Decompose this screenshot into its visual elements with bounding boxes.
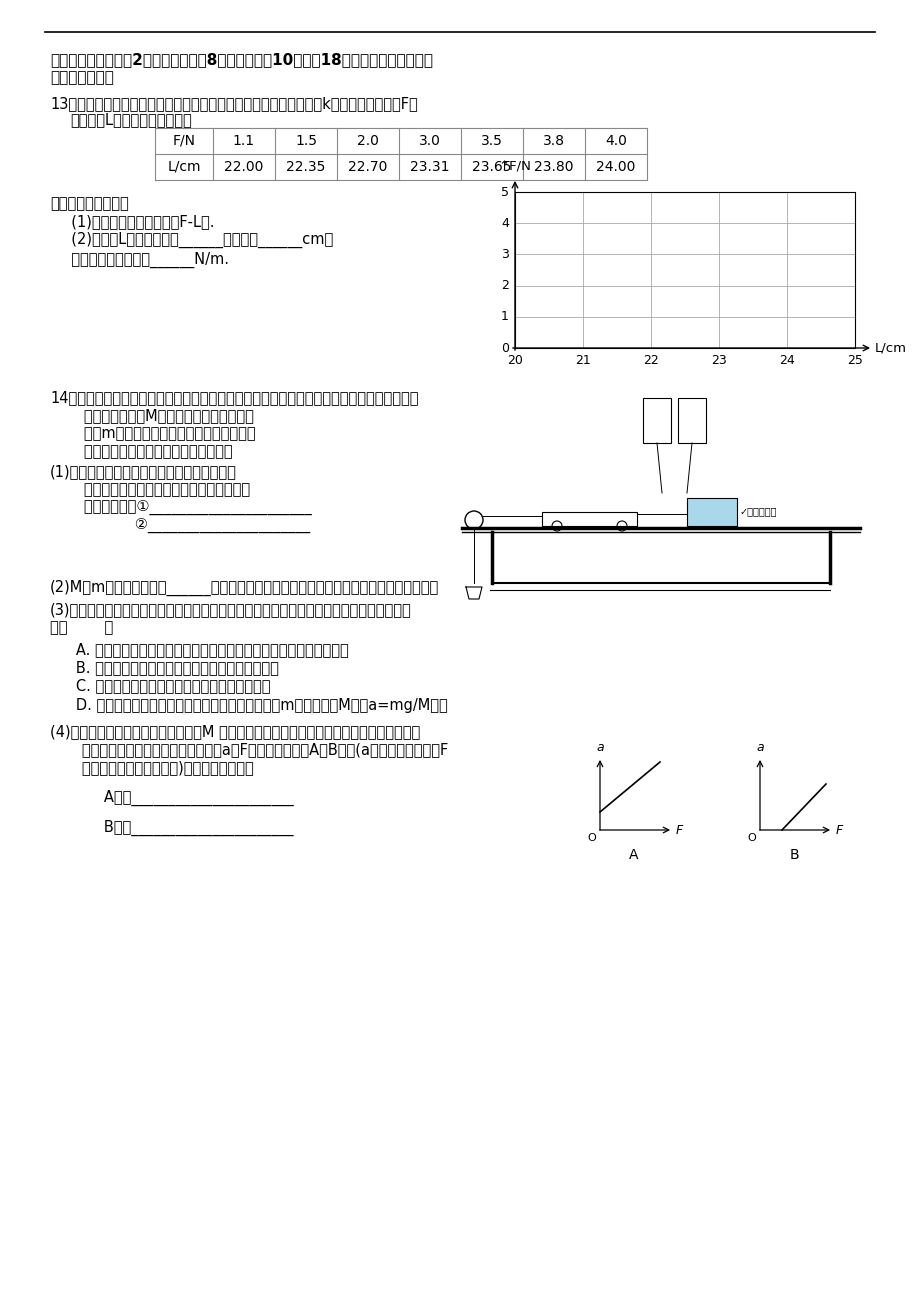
- Text: 二、填空题（本题共2小题，第一小题8分，第二小题10分，共18分。答案填写在答题纸: 二、填空题（本题共2小题，第一小题8分，第二小题10分，共18分。答案填写在答题…: [50, 52, 433, 66]
- Text: 2: 2: [501, 279, 508, 292]
- Text: 0: 0: [501, 341, 508, 354]
- Text: A图：______________________: A图：______________________: [90, 790, 293, 806]
- Text: B图：______________________: B图：______________________: [90, 820, 293, 836]
- Text: F: F: [835, 823, 843, 836]
- Text: 3.5: 3.5: [481, 134, 503, 148]
- Bar: [541, 512, 636, 526]
- Text: 是细线作用于小车的拉力)。其原因分别是：: 是细线作用于小车的拉力)。其原因分别是：: [68, 760, 254, 775]
- Text: 4: 4: [501, 216, 508, 229]
- Text: O: O: [746, 833, 755, 842]
- Text: 请完成以下两小题：: 请完成以下两小题：: [50, 197, 129, 211]
- Text: D. 小车运动的加速度，可用天平称出盘及砝码质量m、小车质量M，用a=mg/M求出: D. 小车运动的加速度，可用天平称出盘及砝码质量m、小车质量M，用a=mg/M求…: [62, 698, 448, 713]
- Text: F: F: [675, 823, 683, 836]
- Text: 的相应位置上）: 的相应位置上）: [50, 70, 114, 85]
- Text: 1: 1: [501, 310, 508, 323]
- Text: (1)在右图中作出此弹簧的F-L图.: (1)在右图中作出此弹簧的F-L图.: [62, 214, 214, 229]
- Text: 13、用一测力计水平拉一端固定的弹簧，以此测定该弹簧的劲度系数k，测出弹簧秤示数F与: 13、用一测力计水平拉一端固定的弹簧，以此测定该弹簧的劲度系数k，测出弹簧秤示数…: [50, 96, 417, 111]
- Text: ②______________________: ②______________________: [70, 518, 310, 534]
- Text: a: a: [596, 741, 603, 754]
- Text: 明显的错误：①______________________: 明显的错误：①______________________: [70, 500, 312, 516]
- Text: 的纸带由打点计数器打上的点计算出：: 的纸带由打点计数器打上的点计算出：: [70, 444, 233, 460]
- Text: 20: 20: [506, 354, 522, 367]
- Text: 22.00: 22.00: [224, 160, 264, 174]
- Text: 22.70: 22.70: [348, 160, 387, 174]
- Text: (2)图线与L轴的交点表示______，其值为______cm，: (2)图线与L轴的交点表示______，其值为______cm，: [62, 232, 333, 249]
- Text: (2)M与m的大小关系满足______时，可以认为绳子对小车拉力的大小等于盘和砝码的重力。: (2)M与m的大小关系满足______时，可以认为绳子对小车拉力的大小等于盘和砝…: [50, 579, 438, 596]
- Bar: [642, 398, 670, 443]
- Text: 24.00: 24.00: [596, 160, 635, 174]
- Text: 3: 3: [501, 247, 508, 260]
- Bar: [677, 398, 705, 443]
- Text: 量用m表示，小车的加速度可由小车后拖动: 量用m表示，小车的加速度可由小车后拖动: [70, 426, 255, 441]
- Text: (3)一组同学保持盘及盘中的砝码质量一定，探究物体加速度与质量的关系，以下做法错误的: (3)一组同学保持盘及盘中的砝码质量一定，探究物体加速度与质量的关系，以下做法错…: [50, 602, 412, 617]
- Text: 21: 21: [574, 354, 590, 367]
- Text: 1.1: 1.1: [233, 134, 255, 148]
- Text: 23.80: 23.80: [534, 160, 573, 174]
- Text: 4.0: 4.0: [605, 134, 626, 148]
- Text: C. 实验时，先放开小车，再接通打点计时器电源: C. 实验时，先放开小车，再接通打点计时器电源: [62, 678, 270, 693]
- Text: B: B: [789, 848, 798, 862]
- Text: 24: 24: [778, 354, 794, 367]
- Text: 此弹簧的劲度系数为______N/m.: 此弹簧的劲度系数为______N/m.: [62, 253, 229, 268]
- Text: ✓打点计数器: ✓打点计数器: [739, 506, 777, 516]
- Text: 弹簧长度L的数据如下表所示：: 弹簧长度L的数据如下表所示：: [70, 112, 191, 128]
- Text: 23.65: 23.65: [471, 160, 511, 174]
- Bar: [686, 497, 736, 526]
- Text: A. 平衡摩擦力时，应将盘及盘中的砝码用细绳通过定滑轮系在小车上: A. 平衡摩擦力时，应将盘及盘中的砝码用细绳通过定滑轮系在小车上: [62, 642, 348, 658]
- Text: a: a: [755, 741, 763, 754]
- Text: 25: 25: [846, 354, 862, 367]
- Text: 22.35: 22.35: [286, 160, 325, 174]
- Text: ↑F/N: ↑F/N: [498, 161, 531, 174]
- Text: 中的砝码质量用M表示，盘及盘中的砝码质: 中的砝码质量用M表示，盘及盘中的砝码质: [70, 408, 254, 423]
- Text: 摩擦力时操作不当，二位同学得到的a－F关系分别如下图A、B所示(a是小车的加速度，F: 摩擦力时操作不当，二位同学得到的a－F关系分别如下图A、B所示(a是小车的加速度…: [68, 742, 448, 756]
- Text: O: O: [586, 833, 596, 842]
- Text: 3.0: 3.0: [419, 134, 440, 148]
- Text: 是（        ）: 是（ ）: [50, 620, 113, 635]
- Text: 2.0: 2.0: [357, 134, 379, 148]
- Text: 23: 23: [710, 354, 726, 367]
- Text: L/cm: L/cm: [874, 341, 906, 354]
- Text: A: A: [629, 848, 638, 862]
- Text: 3.8: 3.8: [542, 134, 564, 148]
- Text: 14、在探究加速度与物体所受合外力和质量间的关系时，采用如图所示的实验装置，小车及车: 14、在探究加速度与物体所受合外力和质量间的关系时，采用如图所示的实验装置，小车…: [50, 391, 418, 405]
- Text: F/N: F/N: [173, 134, 196, 148]
- Text: (1)某学生将实验装置如上图安装好，准备接通: (1)某学生将实验装置如上图安装好，准备接通: [50, 464, 236, 479]
- Text: (4)在保持小车及车中的砝码质量质量M 一定，探究加速度与所受合外力的关系时，由于平衡: (4)在保持小车及车中的砝码质量质量M 一定，探究加速度与所受合外力的关系时，由…: [50, 724, 420, 740]
- Text: L/cm: L/cm: [167, 160, 200, 174]
- Text: 23.31: 23.31: [410, 160, 449, 174]
- Text: 22: 22: [642, 354, 658, 367]
- Text: 5: 5: [501, 185, 508, 198]
- Text: B. 每次改变小车的质量时，不需要重新平衡摩擦力: B. 每次改变小车的质量时，不需要重新平衡摩擦力: [62, 660, 278, 674]
- Text: 电源后开始做实验，但他的装置图中有两个: 电源后开始做实验，但他的装置图中有两个: [70, 482, 250, 497]
- Text: 1.5: 1.5: [295, 134, 317, 148]
